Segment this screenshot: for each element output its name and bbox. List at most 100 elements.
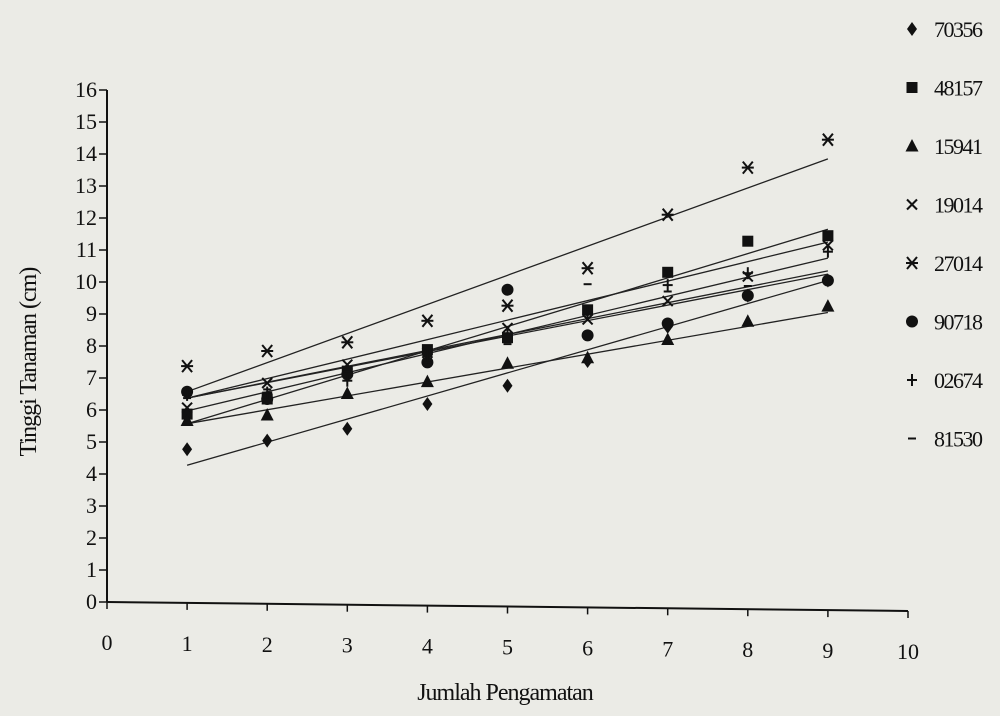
point-48157 xyxy=(662,266,674,278)
trend-line-70356 xyxy=(186,279,829,466)
y-tick-label: 14 xyxy=(75,141,97,166)
data-points xyxy=(180,133,835,457)
square-marker xyxy=(421,344,433,356)
point-19014 xyxy=(501,322,514,334)
x-tick-label: 8 xyxy=(742,637,753,662)
x-marker-stroke xyxy=(581,313,594,326)
point-70356 xyxy=(262,433,273,448)
legend-label: 70356 xyxy=(934,17,983,42)
point-27014 xyxy=(581,261,594,275)
y-tick-label: 16 xyxy=(75,77,97,102)
point-48157 xyxy=(742,235,754,247)
legend: 70356 48157 15941 19014 27014 90718 02674 81530 xyxy=(905,17,985,452)
point-70356 xyxy=(422,397,433,411)
x-tick-label: 4 xyxy=(422,634,433,659)
square-marker xyxy=(742,235,754,247)
x-axis-title: Jumlah Pengamatan xyxy=(417,680,594,706)
legend-label: 81530 xyxy=(934,427,983,452)
y-tick-label: 13 xyxy=(75,173,97,198)
point-19014 xyxy=(261,377,273,389)
point-02674 xyxy=(742,267,753,280)
triangle-marker xyxy=(420,374,434,388)
legend-marker xyxy=(906,198,918,211)
x-marker-stroke xyxy=(661,295,674,307)
y-tick-label: 11 xyxy=(76,237,97,262)
legend-item-48157: 48157 xyxy=(906,76,985,101)
legend-marker xyxy=(907,374,917,386)
legend-item-27014: 27014 xyxy=(906,251,985,276)
x-marker-stroke xyxy=(822,239,834,252)
trend-line-27014 xyxy=(186,158,829,393)
x-marker-stroke xyxy=(261,377,273,389)
x-tick-label: 7 xyxy=(662,636,673,661)
legend-item-81530: 81530 xyxy=(908,427,985,452)
legend-marker xyxy=(907,22,917,36)
point-15941 xyxy=(661,332,675,345)
trend-line-02674 xyxy=(186,241,829,399)
point-19014 xyxy=(822,239,834,252)
triangle-marker xyxy=(340,386,354,399)
point-27014 xyxy=(661,208,674,222)
x-tick-label: 0 xyxy=(102,630,113,655)
diamond-marker xyxy=(262,433,273,448)
circle-marker xyxy=(906,315,918,328)
x-tick-label: 1 xyxy=(182,631,193,656)
point-27014 xyxy=(261,344,274,358)
triangle-marker xyxy=(821,299,835,312)
point-27014 xyxy=(741,160,754,175)
point-27014 xyxy=(181,359,194,373)
triangle-marker xyxy=(581,350,595,364)
y-tick-label: 4 xyxy=(86,461,97,486)
point-90718 xyxy=(741,289,754,302)
x-marker-stroke xyxy=(501,322,514,334)
point-15941 xyxy=(340,386,354,399)
point-02674 xyxy=(342,374,353,387)
legend-label: 15941 xyxy=(934,134,982,159)
legend-label: 90718 xyxy=(934,310,983,335)
point-02674 xyxy=(422,350,433,362)
x-tick-label: 5 xyxy=(502,635,513,660)
point-02674 xyxy=(502,328,513,341)
legend-label: 27014 xyxy=(934,251,983,276)
x-marker-stroke xyxy=(906,198,918,211)
point-27014 xyxy=(821,133,834,147)
trend-lines xyxy=(186,158,829,466)
triangle-marker xyxy=(741,314,755,327)
legend-label: 02674 xyxy=(934,368,983,393)
triangle-marker xyxy=(260,408,274,421)
point-02674 xyxy=(582,307,593,319)
point-19014 xyxy=(181,401,193,414)
point-90718 xyxy=(581,329,594,342)
point-48157 xyxy=(421,344,433,356)
legend-item-70356: 70356 xyxy=(907,17,985,42)
point-15941 xyxy=(420,374,434,388)
point-27014 xyxy=(341,335,354,349)
legend-marker xyxy=(906,256,918,270)
diamond-marker xyxy=(422,397,433,411)
point-27014 xyxy=(421,314,434,328)
x-marker-stroke xyxy=(181,401,193,414)
circle-marker xyxy=(501,283,514,296)
x-tick-label: 3 xyxy=(342,633,353,658)
point-15941 xyxy=(821,299,835,312)
point-15941 xyxy=(180,413,194,426)
triangle-marker xyxy=(905,139,919,152)
point-19014 xyxy=(661,295,674,307)
y-tick-label: 3 xyxy=(86,493,97,518)
point-90718 xyxy=(501,283,514,296)
circle-marker xyxy=(261,393,274,405)
point-15941 xyxy=(581,350,595,364)
y-tick-label: 8 xyxy=(86,333,97,358)
x-ticks: 0 1 2 3 4 5 6 7 8 9 10 xyxy=(102,602,919,664)
point-15941 xyxy=(260,408,274,421)
y-tick-label: 2 xyxy=(86,525,97,550)
point-90718 xyxy=(261,393,274,405)
y-tick-label: 12 xyxy=(75,205,97,230)
square-marker xyxy=(662,266,674,278)
x-marker-stroke xyxy=(341,358,354,371)
point-48157 xyxy=(822,230,834,242)
point-19014 xyxy=(341,358,354,371)
x-tick-label: 10 xyxy=(897,639,919,664)
